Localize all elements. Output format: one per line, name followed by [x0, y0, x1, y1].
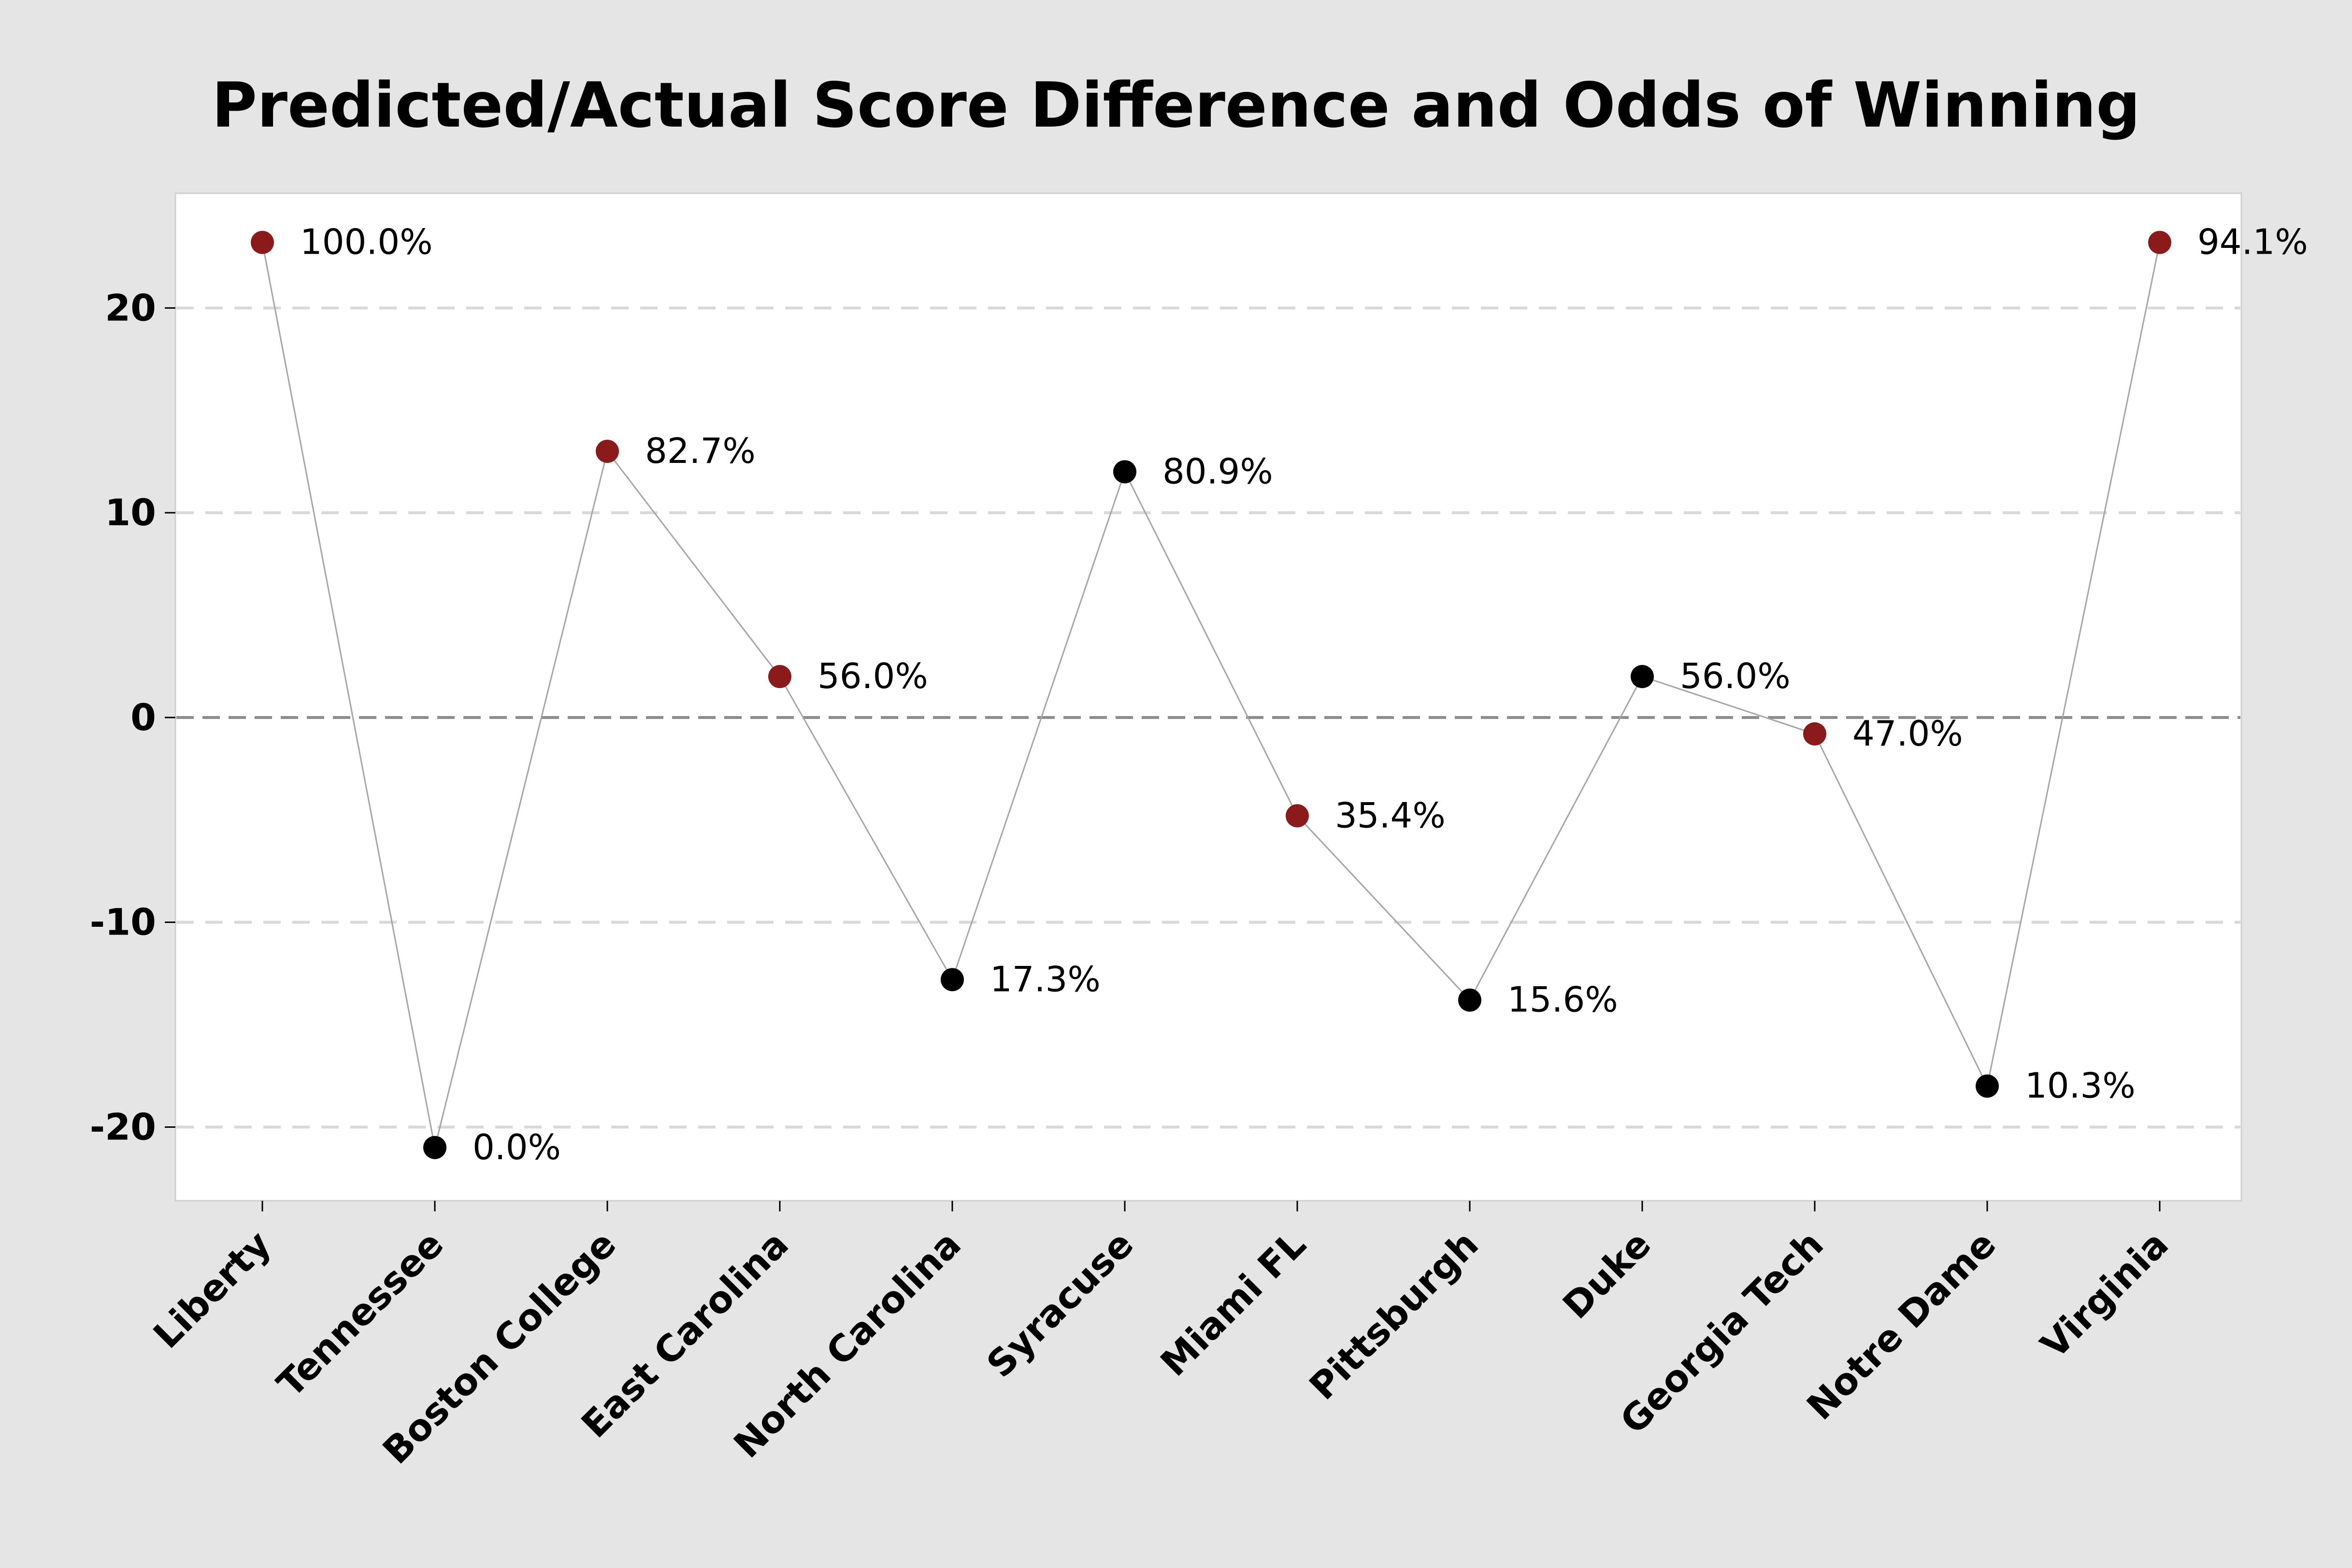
- connector-segment: [1642, 676, 1815, 735]
- data-label: 82.7%: [645, 431, 756, 471]
- data-point-tennessee: [423, 1136, 446, 1159]
- chart-title: Predicted/Actual Score Difference and Od…: [212, 70, 2140, 142]
- connector-segment: [1469, 676, 1643, 1001]
- data-points: [251, 230, 2171, 1159]
- connector-segment: [1814, 734, 1988, 1087]
- data-label: 10.3%: [2025, 1065, 2136, 1106]
- data-point-syracuse: [1113, 460, 1136, 484]
- connector-lines: [261, 242, 2161, 1148]
- data-label: 35.4%: [1335, 795, 1446, 835]
- connector-segment: [1124, 471, 1298, 816]
- data-point-miami-fl: [1286, 804, 1309, 828]
- data-label: 100.0%: [300, 222, 433, 262]
- plot-area: [174, 192, 2242, 1202]
- connector-segment: [1986, 242, 2161, 1086]
- connector-segment: [951, 471, 1126, 980]
- data-point-north-carolina: [941, 968, 964, 992]
- gridlines: [176, 306, 2240, 1129]
- y-axis: -20 -10 0 10 20: [90, 286, 175, 1148]
- data-label: 56.0%: [1680, 656, 1791, 696]
- data-labels: 100.0% 0.0% 82.7% 56.0% 17.3% 80.9% 35.4% 15.6%…: [300, 222, 2308, 1167]
- data-point-pittsburgh: [1458, 988, 1481, 1012]
- connector-segment: [261, 242, 436, 1148]
- connector-segment: [1296, 815, 1471, 1001]
- data-label: 80.9%: [1162, 451, 1273, 491]
- connector-segment: [779, 676, 953, 980]
- data-point-duke: [1631, 665, 1654, 689]
- y-tick-label: 0: [130, 696, 156, 739]
- y-tick-label: -10: [90, 901, 156, 944]
- data-label: 94.1%: [2197, 222, 2308, 262]
- data-label: 17.3%: [990, 959, 1101, 999]
- y-tick-label: 10: [105, 491, 156, 534]
- y-tick-label: 20: [105, 286, 156, 329]
- data-label: 47.0%: [1852, 713, 1963, 754]
- data-point-boston-college: [596, 439, 619, 463]
- data-label: 56.0%: [817, 656, 928, 696]
- data-label: 0.0%: [473, 1127, 561, 1167]
- connector-segment: [434, 451, 608, 1148]
- data-point-liberty: [251, 230, 274, 254]
- y-tick-label: -20: [90, 1105, 156, 1148]
- data-point-notre-dame: [1976, 1074, 1999, 1098]
- data-point-east-carolina: [768, 665, 791, 689]
- connector-segment: [606, 451, 781, 677]
- data-label: 15.6%: [1507, 979, 1618, 1020]
- data-point-virginia: [2148, 230, 2171, 254]
- data-point-georgia-tech: [1803, 722, 1826, 746]
